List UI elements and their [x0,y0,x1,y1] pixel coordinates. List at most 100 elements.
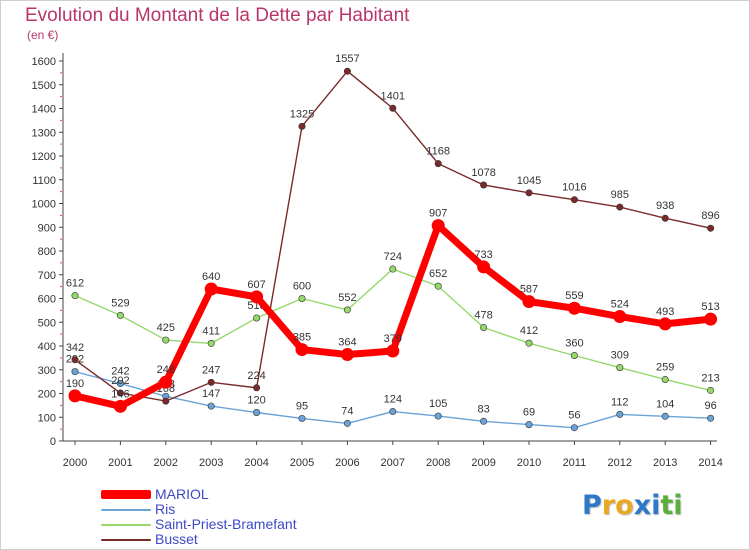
y-tick-label: 100 [38,412,56,424]
data-label: 1045 [517,175,541,187]
data-point [661,375,669,383]
x-tick-label: 2000 [63,457,87,469]
data-point [116,389,124,397]
y-tick-label: 1000 [32,199,56,211]
data-point [480,181,488,189]
data-label: 733 [474,249,492,261]
y-tick-label: 1100 [32,175,56,187]
data-label: 513 [701,301,719,313]
x-tick-label: 2014 [698,457,722,469]
data-point [162,336,170,344]
data-label: 309 [611,350,629,362]
data-point [113,399,127,413]
data-point [570,351,578,359]
data-point [204,282,218,296]
legend-swatch-busset [101,539,151,541]
data-label: 360 [565,338,583,350]
data-label: 147 [202,388,220,400]
logo-letter: x [633,490,652,521]
legend-label-busset: Busset [155,531,198,547]
data-label: 342 [66,342,84,354]
logo-letter: P [582,490,602,521]
logo-letter: r [601,490,616,521]
data-point [658,317,672,331]
data-point [298,122,306,130]
data-point [389,408,397,416]
data-point [250,290,264,304]
y-tick-label: 1400 [32,104,56,116]
logo-letter: o [615,490,634,521]
data-point [298,294,306,302]
data-label: 612 [66,278,84,290]
x-tick-label: 2006 [335,457,359,469]
x-tick-label: 2009 [471,457,495,469]
data-point [616,364,624,372]
data-label: 907 [429,208,447,220]
data-point [480,323,488,331]
data-point [207,378,215,386]
data-label: 896 [701,210,719,222]
data-point [570,424,578,432]
data-point [71,292,79,300]
data-label: 587 [520,284,538,296]
data-point [340,348,354,362]
x-tick-label: 2007 [381,457,405,469]
x-tick-label: 2011 [563,457,587,469]
data-label: 112 [611,396,629,408]
data-point [616,410,624,418]
data-label: 124 [384,394,402,406]
data-point [116,311,124,319]
data-point [298,414,306,422]
data-point [661,412,669,420]
data-label: 248 [157,364,175,376]
data-label: 379 [384,333,402,345]
x-tick-label: 2012 [608,457,632,469]
y-tick-label: 0 [50,436,56,448]
data-label: 105 [429,398,447,410]
data-label: 478 [474,309,492,321]
data-point [253,384,261,392]
data-label: 224 [247,370,265,382]
data-point [162,397,170,405]
legend-swatch-ris [101,509,151,511]
data-label: 83 [477,403,489,415]
data-label: 120 [247,395,265,407]
data-point [389,104,397,112]
y-tick-label: 1300 [32,127,56,139]
series-mariol: 190 146 248 640 607 385 364 379 907 733 587 559 524 4… [66,208,720,413]
data-label: 652 [429,268,447,280]
data-point [434,412,442,420]
x-tick-label: 2003 [199,457,223,469]
data-label: 259 [656,361,674,373]
x-tick-label: 2005 [290,457,314,469]
data-point [570,196,578,204]
data-point [613,310,627,324]
data-point [434,160,442,168]
data-point [707,224,715,232]
data-label: 529 [111,297,129,309]
data-point [704,312,718,326]
data-label: 412 [520,325,538,337]
data-label: 524 [611,299,629,311]
logo-letter: i [651,490,661,521]
chart-title: Evolution du Montant de la Dette par Hab… [25,5,410,26]
data-point [525,339,533,347]
data-point [343,306,351,314]
x-tick-label: 2002 [154,457,178,469]
data-label: 74 [341,405,353,417]
data-point [68,389,82,403]
data-label: 56 [568,410,580,422]
data-point [207,402,215,410]
x-tick-label: 2004 [244,457,268,469]
data-label: 96 [704,400,716,412]
legend-label-mariol: MARIOL [155,486,209,502]
data-point [207,339,215,347]
y-tick-label: 800 [38,246,56,258]
data-point [525,189,533,197]
data-label: 247 [202,364,220,376]
data-label: 95 [296,400,308,412]
data-point [116,380,124,388]
